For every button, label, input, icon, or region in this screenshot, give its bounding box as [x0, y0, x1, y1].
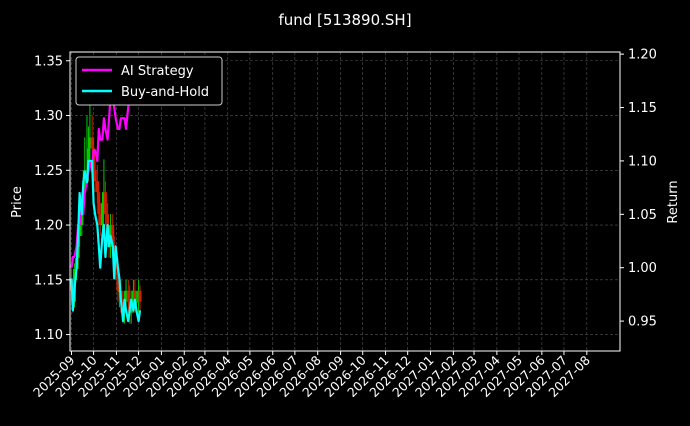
y-tick-label-left: 1.15: [34, 273, 63, 288]
y-tick-label-right: 1.00: [628, 261, 657, 276]
y-tick-label-right: 1.20: [628, 48, 657, 63]
chart-title: fund [513890.SH]: [278, 11, 411, 29]
legend-label-ai-strategy: AI Strategy: [121, 64, 194, 79]
y-tick-label-right: 1.10: [628, 154, 657, 169]
legend-label-buy-and-hold: Buy-and-Hold: [121, 85, 209, 100]
candle-body: [103, 192, 107, 215]
y-tick-label-left: 1.35: [34, 54, 63, 69]
plot-frame: [69, 51, 621, 352]
candle-body: [78, 225, 82, 236]
candle-body: [126, 290, 130, 302]
y-tick-label-left: 1.25: [34, 164, 63, 179]
y-axis-label-left: Price: [10, 186, 25, 218]
buy-and-hold-line: [70, 159, 142, 323]
legend-box: [75, 56, 223, 106]
candle-body: [116, 268, 120, 291]
y-axis-label-right: Return: [666, 180, 681, 223]
candle-body: [138, 290, 142, 302]
candle-body: [100, 203, 104, 226]
candle-body: [98, 214, 102, 226]
y-tick-label-left: 1.10: [34, 328, 63, 343]
candle-body: [88, 137, 92, 149]
candle-body: [93, 170, 97, 182]
y-tick-label-right: 0.95: [628, 315, 657, 330]
candle-body: [112, 246, 116, 258]
candle-body: [83, 170, 87, 193]
candle-body: [95, 181, 99, 193]
candle-body: [90, 137, 94, 149]
legend: AI Strategy Buy-and-Hold: [75, 56, 223, 106]
y-tick-label-right: 1.15: [628, 101, 657, 116]
candle-body: [124, 290, 128, 302]
candle-body: [97, 192, 101, 215]
candle-body: [86, 148, 90, 171]
y-tick-label-right: 1.05: [628, 208, 657, 223]
y-axis-left: 1.10 1.15 1.20 1.25 1.30 1.35: [34, 54, 70, 343]
candle-body: [133, 290, 137, 302]
y-tick-label-left: 1.20: [34, 219, 63, 234]
y-tick-label-left: 1.30: [34, 109, 63, 124]
candle-body: [111, 225, 115, 247]
y-axis-right: 0.95 1.00 1.05 1.10 1.15 1.20: [620, 48, 657, 330]
